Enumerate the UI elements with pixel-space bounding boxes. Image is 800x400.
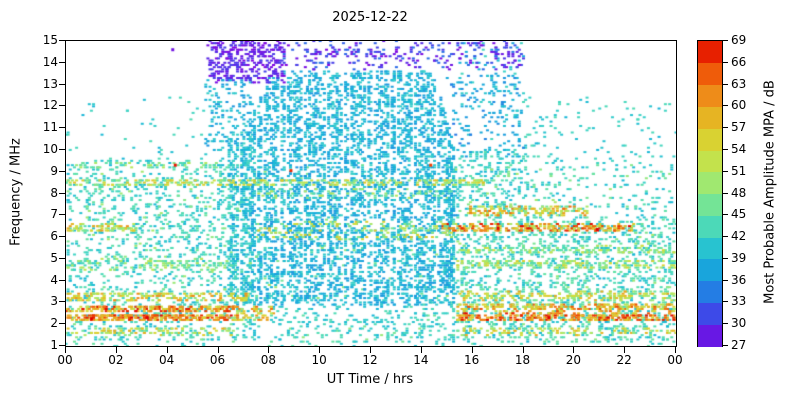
y-tick-label: 6 (50, 229, 58, 244)
colorbar-tick-mark (723, 105, 728, 107)
x-tick-mark (675, 347, 676, 353)
x-tick-mark (115, 347, 117, 353)
x-tick-label: 18 (514, 353, 531, 367)
y-tick-label: 7 (50, 207, 58, 222)
colorbar-tick-mark (723, 61, 728, 63)
y-tick-label: 13 (42, 76, 58, 91)
scatter-canvas (66, 41, 676, 346)
colorbar-segment (698, 324, 722, 347)
y-tick-label: 10 (42, 141, 58, 156)
x-tick-label: 12 (362, 353, 378, 367)
x-tick-mark (573, 347, 575, 353)
x-tick-label: 04 (159, 353, 175, 367)
colorbar-segment (698, 302, 722, 325)
colorbar-segment (698, 62, 722, 86)
colorbar-tick-mark (723, 279, 728, 281)
chart-title: 2025-12-22 (332, 10, 408, 25)
x-tick-mark (420, 347, 422, 353)
colorbar-tick-mark (723, 170, 728, 172)
colorbar-tick-mark (723, 83, 728, 85)
x-tick-label: 20 (565, 353, 581, 367)
y-tick-label: 2 (50, 316, 58, 331)
colorbar-segment (698, 237, 722, 260)
y-tick-label: 1 (50, 338, 58, 352)
colorbar-tick-mark (723, 192, 728, 194)
plot-area (65, 40, 677, 347)
colorbar-tick-mark (723, 214, 728, 216)
x-tick-mark (370, 347, 371, 353)
x-tick-label: 14 (413, 353, 429, 367)
x-tick-label: 16 (464, 353, 480, 367)
colorbar-tick-label: 54 (731, 141, 747, 156)
colorbar-segment (698, 128, 722, 151)
x-tick-label: 06 (209, 353, 226, 367)
colorbar-segment (698, 149, 722, 173)
colorbar-tick-label: 57 (731, 120, 747, 135)
colorbar-tick-label: 63 (731, 76, 747, 91)
x-tick-mark (166, 347, 168, 353)
x-tick-label: 22 (616, 353, 632, 367)
x-tick-mark (319, 347, 321, 353)
colorbar-tick-label: 51 (731, 163, 747, 178)
colorbar-tick-label: 36 (731, 272, 747, 287)
y-tick-label: 4 (50, 272, 58, 287)
y-tick-label: 15 (42, 33, 58, 47)
colorbar-tick-label: 69 (731, 33, 747, 47)
x-tick-label: 08 (260, 353, 276, 367)
colorbar-tick-mark (723, 127, 728, 129)
colorbar-tick-mark (723, 345, 728, 346)
x-tick-mark (624, 347, 626, 353)
colorbar-tick-mark (723, 236, 728, 238)
colorbar-tick-mark (723, 323, 728, 325)
x-tick-label: 02 (108, 353, 124, 367)
colorbar-tick-label: 45 (731, 207, 747, 222)
colorbar (697, 40, 723, 347)
y-tick-label: 12 (42, 98, 58, 113)
colorbar-tick-label: 27 (731, 338, 747, 352)
colorbar-segment (698, 215, 722, 238)
y-tick-label: 11 (42, 120, 58, 135)
y-tick-label: 9 (50, 163, 58, 178)
colorbar-tick-label: 48 (731, 185, 747, 200)
y-tick-label: 5 (50, 250, 58, 265)
colorbar-tick-mark (723, 301, 728, 303)
x-tick-mark (217, 347, 219, 353)
x-tick-mark (268, 347, 270, 353)
x-tick-label: 10 (311, 353, 327, 367)
colorbar-segment (698, 84, 722, 107)
colorbar-label: Most Probable Amplitude MPA / dB (762, 80, 778, 304)
colorbar-segment (698, 280, 722, 304)
y-tick-label: 14 (42, 54, 58, 69)
x-tick-mark (522, 347, 524, 353)
colorbar-tick-label: 39 (731, 250, 747, 265)
colorbar-tick-mark (723, 257, 728, 259)
colorbar-segment (698, 171, 722, 195)
x-tick-label: 00 (667, 353, 683, 367)
colorbar-segment (698, 258, 722, 282)
colorbar-tick-label: 42 (731, 229, 747, 244)
colorbar-tick-mark (723, 148, 728, 150)
colorbar-tick-mark (723, 40, 728, 41)
colorbar-tick-label: 30 (731, 316, 747, 331)
x-tick-mark (65, 347, 66, 353)
colorbar-tick-label: 33 (731, 294, 747, 309)
colorbar-tick-label: 66 (731, 54, 747, 69)
x-tick-mark (471, 347, 473, 353)
x-tick-label: 00 (57, 353, 73, 367)
colorbar-segment (698, 106, 722, 129)
colorbar-tick-label: 60 (731, 98, 747, 113)
y-tick-label: 8 (50, 185, 58, 200)
colorbar-segment (698, 193, 722, 216)
x-axis-label: UT Time / hrs (326, 372, 414, 387)
y-axis-label: Frequency / MHz (8, 138, 24, 246)
y-tick-label: 3 (50, 294, 58, 309)
colorbar-segment (698, 41, 722, 64)
